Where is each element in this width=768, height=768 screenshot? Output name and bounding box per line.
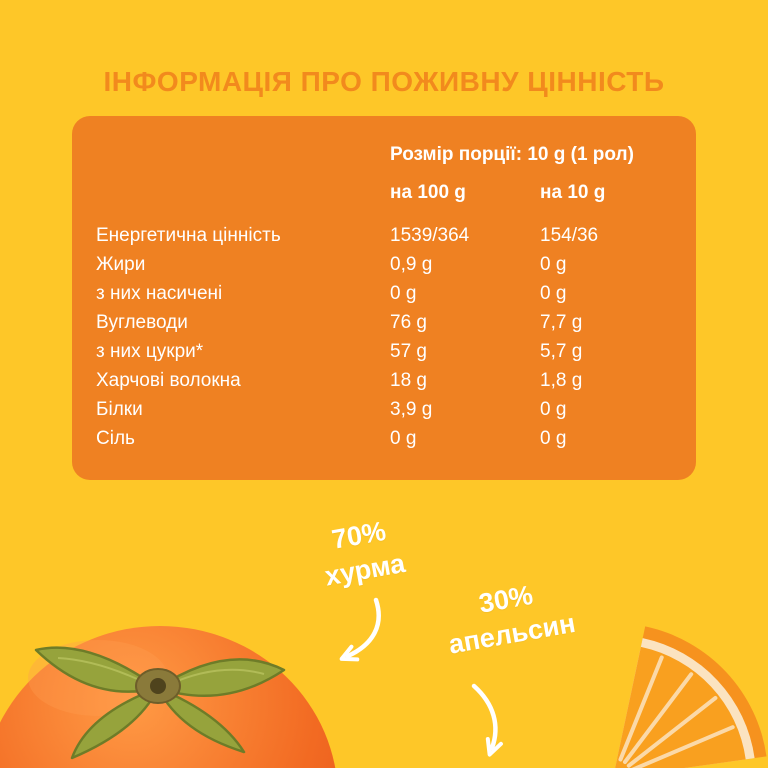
value-per-10g: 0 g (540, 283, 567, 304)
column-header-per-100g: на 100 g (390, 182, 466, 203)
value-per-10g: 0 g (540, 399, 567, 420)
value-per-100g: 0 g (390, 428, 417, 449)
value-per-10g: 0 g (540, 254, 567, 275)
value-per-10g: 0 g (540, 428, 567, 449)
table-row: Енергетична цінність 1539/364 154/36 (96, 221, 676, 250)
value-per-10g: 7,7 g (540, 312, 583, 333)
persimmon-percentage-label: 70% хурма (283, 506, 441, 601)
nutrient-label: Харчові волокна (96, 370, 241, 391)
nutrient-label: Енергетична цінність (96, 225, 281, 246)
nutrient-label: Білки (96, 399, 143, 420)
persimmon-image (0, 626, 336, 768)
page-title: ІНФОРМАЦІЯ ПРО ПОЖИВНУ ЦІННІСТЬ (103, 65, 665, 97)
value-per-100g: 18 g (390, 370, 427, 391)
value-per-100g: 0 g (390, 283, 417, 304)
nutrition-panel: Розмір порції: 10 g (1 рол) на 100 g на … (72, 116, 696, 480)
value-per-100g: 1539/364 (390, 225, 470, 246)
column-header-per-10g: на 10 g (540, 182, 606, 203)
table-row: Харчові волокна 18 g 1,8 g (96, 366, 676, 395)
orange-slice-image (615, 626, 767, 768)
table-row: Сіль 0 g 0 g (96, 424, 676, 453)
orange-percentage-label: 30% апельсин (413, 567, 604, 668)
nutrient-label: з них цукри* (96, 341, 204, 362)
table-row: Білки 3,9 g 0 g (96, 395, 676, 424)
nutrient-label: Сіль (96, 428, 135, 449)
serving-size-label: Розмір порції: 10 g (1 рол) (390, 144, 634, 165)
table-row: з них насичені 0 g 0 g (96, 279, 676, 308)
header-spacer (96, 182, 390, 204)
value-per-10g: 5,7 g (540, 341, 583, 362)
value-per-10g: 154/36 (540, 225, 599, 246)
nutrition-table-body: Енергетична цінність 1539/364 154/36 Жир… (96, 221, 676, 453)
value-per-100g: 0,9 g (390, 254, 433, 275)
table-row: Вуглеводи 76 g 7,7 g (96, 308, 676, 337)
value-per-10g: 1,8 g (540, 370, 583, 391)
value-per-100g: 76 g (390, 312, 427, 333)
nutrient-label: з них насичені (96, 283, 223, 304)
table-row: з них цукри* 57 g 5,7 g (96, 337, 676, 366)
nutrition-table-header: на 100 g на 10 g (96, 182, 676, 204)
value-per-100g: 3,9 g (390, 399, 433, 420)
value-per-100g: 57 g (390, 341, 427, 362)
table-row: Жири 0,9 g 0 g (96, 250, 676, 279)
nutrient-label: Жири (96, 254, 146, 275)
curved-arrow-orange-icon (471, 683, 503, 757)
curved-arrow-persimmon-icon (339, 597, 381, 662)
nutrient-label: Вуглеводи (96, 312, 188, 333)
